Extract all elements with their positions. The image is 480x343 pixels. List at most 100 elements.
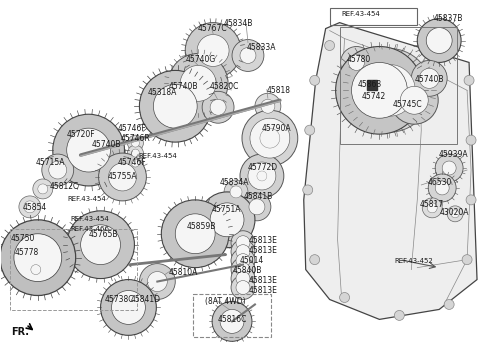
Circle shape	[411, 60, 447, 96]
Circle shape	[427, 203, 437, 213]
Text: 45014: 45014	[240, 256, 264, 265]
Text: 45750: 45750	[11, 234, 36, 243]
Circle shape	[390, 76, 438, 124]
Text: 45840B: 45840B	[233, 265, 263, 275]
Text: FR.: FR.	[11, 327, 29, 338]
Circle shape	[132, 139, 139, 147]
Bar	[368, 80, 377, 90]
Text: 45720F: 45720F	[67, 130, 96, 139]
Circle shape	[139, 264, 175, 299]
Circle shape	[0, 220, 76, 296]
Circle shape	[310, 75, 320, 85]
Circle shape	[168, 54, 228, 113]
Text: 45780: 45780	[347, 56, 371, 64]
Text: 45813E: 45813E	[249, 236, 278, 245]
Circle shape	[324, 40, 335, 50]
Circle shape	[128, 135, 144, 151]
Text: 45820C: 45820C	[210, 82, 240, 91]
Circle shape	[132, 159, 139, 167]
Circle shape	[451, 210, 459, 218]
Circle shape	[231, 240, 255, 264]
Circle shape	[128, 145, 144, 161]
Circle shape	[339, 293, 349, 303]
Text: 45854: 45854	[23, 203, 47, 212]
Bar	[330, 8, 417, 25]
Text: 45746R: 45746R	[120, 134, 150, 143]
Circle shape	[464, 75, 474, 85]
Polygon shape	[304, 23, 477, 319]
Circle shape	[255, 93, 281, 119]
Circle shape	[81, 225, 120, 264]
Circle shape	[341, 47, 372, 79]
Circle shape	[139, 70, 211, 142]
Circle shape	[236, 272, 250, 285]
Circle shape	[185, 23, 241, 79]
Text: 45939A: 45939A	[438, 150, 468, 159]
Circle shape	[132, 149, 139, 157]
Circle shape	[180, 66, 216, 101]
Circle shape	[199, 192, 255, 248]
Bar	[193, 294, 271, 337]
Circle shape	[250, 118, 290, 158]
Circle shape	[261, 99, 275, 113]
Text: 45816C: 45816C	[218, 316, 248, 324]
Circle shape	[260, 128, 280, 148]
Circle shape	[231, 258, 255, 282]
Circle shape	[447, 206, 463, 222]
Circle shape	[240, 154, 284, 198]
Text: 45834A: 45834A	[220, 178, 250, 187]
Text: 45813E: 45813E	[249, 246, 278, 255]
Text: 45746F: 45746F	[118, 124, 146, 133]
Circle shape	[242, 110, 298, 166]
Circle shape	[108, 163, 136, 191]
Circle shape	[310, 255, 320, 264]
Circle shape	[128, 155, 144, 171]
Circle shape	[348, 55, 364, 70]
Circle shape	[419, 68, 439, 88]
Circle shape	[232, 39, 264, 71]
Text: 45841B: 45841B	[244, 192, 273, 201]
Circle shape	[231, 267, 255, 291]
Circle shape	[53, 114, 124, 186]
Text: 45818: 45818	[267, 86, 291, 95]
Text: 45318A: 45318A	[147, 88, 177, 97]
Text: REF.43-454: REF.43-454	[342, 11, 380, 17]
Circle shape	[49, 161, 67, 179]
Circle shape	[67, 211, 134, 279]
Circle shape	[363, 64, 415, 116]
Circle shape	[111, 291, 145, 324]
Text: 45740G: 45740G	[185, 56, 216, 64]
Text: 45745C: 45745C	[392, 100, 422, 109]
Circle shape	[462, 255, 472, 264]
Circle shape	[197, 35, 229, 67]
Circle shape	[240, 47, 256, 63]
Circle shape	[249, 199, 265, 215]
Text: 45810A: 45810A	[168, 268, 198, 276]
Text: 45841D: 45841D	[131, 296, 160, 305]
Text: REF.43-466: REF.43-466	[71, 226, 110, 232]
Circle shape	[444, 299, 454, 309]
Text: 45817: 45817	[419, 200, 444, 209]
Circle shape	[236, 236, 250, 250]
Circle shape	[31, 264, 41, 275]
Text: 45751A: 45751A	[212, 205, 241, 214]
Text: 45813E: 45813E	[249, 275, 278, 285]
Circle shape	[426, 27, 452, 54]
Circle shape	[231, 231, 255, 255]
Circle shape	[175, 214, 215, 254]
Text: 43020A: 43020A	[439, 208, 468, 217]
Text: REF.43-454: REF.43-454	[138, 153, 177, 159]
Circle shape	[220, 309, 244, 333]
Circle shape	[400, 86, 428, 114]
Circle shape	[212, 301, 252, 341]
Circle shape	[202, 91, 234, 123]
Circle shape	[348, 48, 431, 132]
Text: 45863: 45863	[358, 80, 382, 90]
Circle shape	[257, 171, 267, 181]
Circle shape	[236, 263, 250, 276]
Circle shape	[26, 260, 46, 280]
Text: 45740B: 45740B	[92, 140, 121, 149]
Circle shape	[442, 161, 456, 175]
Text: 45833A: 45833A	[247, 43, 276, 51]
Circle shape	[351, 62, 408, 118]
